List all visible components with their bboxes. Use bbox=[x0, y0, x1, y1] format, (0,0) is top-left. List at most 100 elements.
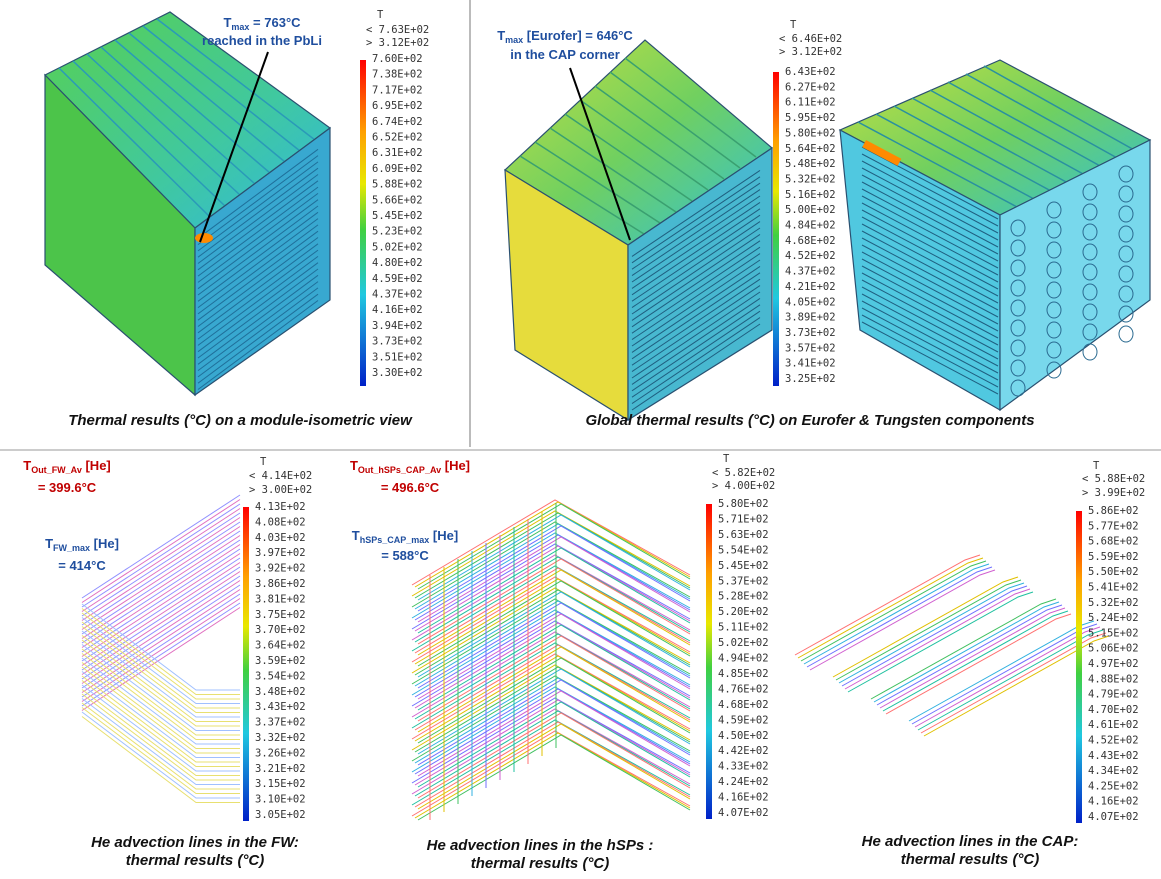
hot-spot bbox=[195, 233, 213, 243]
legend-level: 3.81E+02 bbox=[255, 593, 306, 605]
annotation: = 588°C bbox=[381, 548, 429, 563]
legend-level: 4.24E+02 bbox=[718, 776, 769, 788]
legend-level: 3.92E+02 bbox=[255, 563, 306, 575]
legend-level: 4.59E+02 bbox=[372, 273, 423, 285]
legend-level: 5.80E+02 bbox=[785, 127, 836, 139]
annotation-symbol: T bbox=[497, 28, 505, 43]
legend-max: < 5.82E+02 bbox=[712, 467, 775, 479]
legend-min: > 3.99E+02 bbox=[1082, 487, 1145, 499]
annotation-subscript: max bbox=[505, 35, 523, 45]
legend-level: 5.02E+02 bbox=[372, 241, 423, 253]
legend-level: 4.37E+02 bbox=[372, 289, 423, 301]
legend-level: 5.23E+02 bbox=[372, 226, 423, 238]
legend-level: 4.13E+02 bbox=[255, 501, 306, 513]
legend-level: 5.71E+02 bbox=[718, 513, 769, 525]
flow-line bbox=[915, 627, 1100, 727]
legend-level: 4.03E+02 bbox=[255, 532, 306, 544]
annotation: Tmax = 763°C bbox=[223, 15, 301, 32]
legend-level: 3.37E+02 bbox=[255, 717, 306, 729]
legend-level: 5.11E+02 bbox=[718, 622, 769, 634]
legend-level: 4.76E+02 bbox=[718, 683, 769, 695]
annotation-symbol: T bbox=[350, 458, 358, 473]
legend-level: 4.70E+02 bbox=[1088, 704, 1139, 716]
annotation: reached in the PbLi bbox=[202, 33, 322, 48]
legend-level: 4.05E+02 bbox=[785, 296, 836, 308]
legend-level: 6.95E+02 bbox=[372, 100, 423, 112]
legend-level: 4.61E+02 bbox=[1088, 719, 1139, 731]
legend-level: 3.73E+02 bbox=[372, 336, 423, 348]
flow-line bbox=[880, 608, 1065, 708]
annotation-text: [He] bbox=[90, 536, 119, 551]
caption: He advection lines in the FW: bbox=[91, 834, 299, 851]
annotation: = 399.6°C bbox=[38, 480, 97, 495]
annotation: TOut_hSPs_CAP_Av [He] bbox=[350, 458, 470, 475]
legend-level: 3.43E+02 bbox=[255, 701, 306, 713]
flow-line bbox=[912, 624, 1097, 724]
color-bar bbox=[243, 507, 249, 821]
legend-level: 4.52E+02 bbox=[785, 250, 836, 262]
legend-level: 5.06E+02 bbox=[1088, 643, 1139, 655]
legend-level: 5.02E+02 bbox=[718, 637, 769, 649]
flow-line bbox=[918, 630, 1103, 730]
caption: thermal results (°C) bbox=[126, 852, 265, 869]
legend-level: 3.75E+02 bbox=[255, 609, 306, 621]
caption: Global thermal results (°C) on Eurofer &… bbox=[585, 412, 1034, 429]
legend-level: 3.94E+02 bbox=[372, 320, 423, 332]
legend-level: 5.59E+02 bbox=[1088, 551, 1139, 563]
flow-line bbox=[877, 605, 1062, 705]
legend-level: 4.43E+02 bbox=[1088, 750, 1139, 762]
legend-level: 5.20E+02 bbox=[718, 606, 769, 618]
legend-level: 3.15E+02 bbox=[255, 778, 306, 790]
legend-level: 4.07E+02 bbox=[1088, 811, 1139, 823]
legend-title: T bbox=[260, 456, 267, 468]
legend-level: 4.85E+02 bbox=[718, 668, 769, 680]
channel bbox=[1083, 344, 1097, 360]
legend-level: 3.26E+02 bbox=[255, 747, 306, 759]
annotation-subscript: FW_max bbox=[53, 543, 90, 553]
legend-level: 5.48E+02 bbox=[785, 158, 836, 170]
flow-line bbox=[909, 621, 1094, 721]
legend-level: 3.32E+02 bbox=[255, 732, 306, 744]
legend-max: < 6.46E+02 bbox=[779, 33, 842, 45]
annotation: Tmax [Eurofer] = 646°C bbox=[497, 28, 633, 45]
legend-level: 5.86E+02 bbox=[1088, 505, 1139, 517]
legend-level: 6.11E+02 bbox=[785, 97, 836, 109]
flow-line bbox=[801, 561, 986, 661]
legend-max: < 7.63E+02 bbox=[366, 24, 429, 36]
annotation-text: [He] bbox=[82, 458, 111, 473]
legend-level: 4.07E+02 bbox=[718, 807, 769, 819]
legend-level: 5.24E+02 bbox=[1088, 612, 1139, 624]
legend-level: 6.27E+02 bbox=[785, 81, 836, 93]
legend-level: 5.50E+02 bbox=[1088, 566, 1139, 578]
legend-level: 3.41E+02 bbox=[785, 358, 836, 370]
legend-level: 3.97E+02 bbox=[255, 547, 306, 559]
annotation-symbol: T bbox=[23, 458, 31, 473]
legend-level: 3.57E+02 bbox=[785, 342, 836, 354]
legend-level: 4.42E+02 bbox=[718, 745, 769, 757]
color-bar bbox=[773, 72, 779, 386]
legend-level: 6.74E+02 bbox=[372, 116, 423, 128]
flow-line bbox=[839, 583, 1024, 683]
annotation: TOut_FW_Av [He] bbox=[23, 458, 111, 475]
legend-level: 7.60E+02 bbox=[372, 53, 423, 65]
flow-line bbox=[836, 580, 1021, 680]
caption: He advection lines in the CAP: bbox=[862, 833, 1079, 850]
legend-level: 3.70E+02 bbox=[255, 624, 306, 636]
legend-level: 4.79E+02 bbox=[1088, 689, 1139, 701]
annotation-text: [He] bbox=[429, 528, 458, 543]
flow-line bbox=[833, 577, 1018, 677]
legend-level: 4.33E+02 bbox=[718, 761, 769, 773]
figure: T< 7.63E+02> 3.12E+027.60E+027.38E+027.1… bbox=[0, 0, 1161, 879]
legend-level: 4.80E+02 bbox=[372, 257, 423, 269]
legend-level: 3.54E+02 bbox=[255, 670, 306, 682]
legend-level: 4.37E+02 bbox=[785, 266, 836, 278]
legend-level: 3.59E+02 bbox=[255, 655, 306, 667]
legend-level: 4.52E+02 bbox=[1088, 735, 1139, 747]
legend-level: 5.41E+02 bbox=[1088, 582, 1139, 594]
legend-level: 6.52E+02 bbox=[372, 132, 423, 144]
legend-level: 4.59E+02 bbox=[718, 714, 769, 726]
legend-level: 3.05E+02 bbox=[255, 809, 306, 821]
legend-level: 4.68E+02 bbox=[785, 235, 836, 247]
legend-level: 4.94E+02 bbox=[718, 653, 769, 665]
legend-level: 5.45E+02 bbox=[718, 560, 769, 572]
